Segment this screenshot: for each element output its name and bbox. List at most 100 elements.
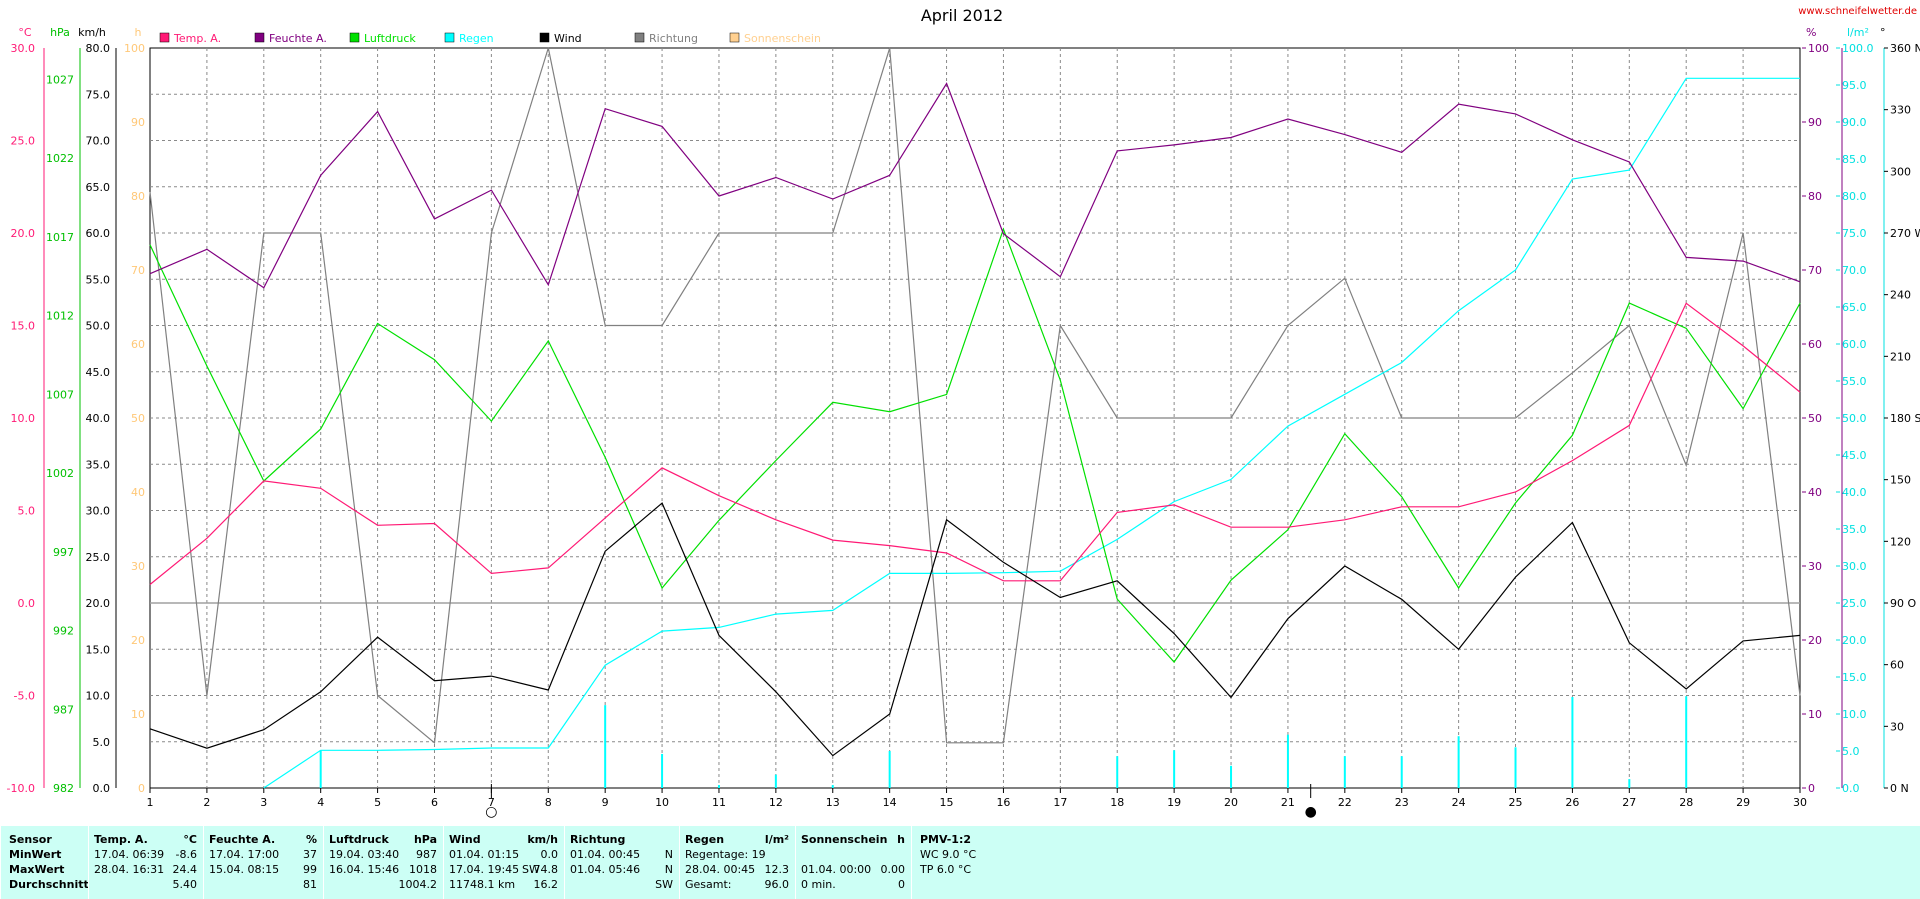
axis-tick-left: 35.0 <box>86 458 111 471</box>
legend-swatch <box>539 32 550 43</box>
axis-tick-left: 1007 <box>46 388 74 401</box>
chart-legend: Temp. A. Feuchte A. Luftdruck Regen Wind Rich… <box>159 32 821 45</box>
axis-tick-right: 65.0 <box>1842 301 1867 314</box>
axis-tick-left: 70.0 <box>86 135 111 148</box>
x-tick-label: 14 <box>883 796 897 809</box>
x-tick-label: 18 <box>1110 796 1124 809</box>
x-tick-label: 25 <box>1509 796 1523 809</box>
stats-row-avg: Durchschnitt <box>9 878 89 891</box>
axis-tick-left: 15.0 <box>86 643 111 656</box>
moon-symbol: ○ <box>485 804 497 820</box>
axis-tick-right: 100 <box>1808 42 1829 55</box>
axis-tick-right: 30 <box>1808 560 1822 573</box>
stats-richtung-max-val: N <box>664 863 673 876</box>
axis-tick-right: 80 <box>1808 190 1822 203</box>
axis-tick-left: 40 <box>131 486 145 499</box>
x-tick-label: 22 <box>1338 796 1352 809</box>
stats-wind-max-time: 17.04. 19:45 <box>449 863 520 876</box>
axis-tick-left: 1012 <box>46 310 74 323</box>
axis-tick-right: 10 <box>1808 708 1822 721</box>
stats-druck-header: Luftdruck <box>329 833 389 846</box>
axis-tick-right: 35.0 <box>1842 523 1867 536</box>
axis-tick-left: 80 <box>131 190 145 203</box>
stats-wind-min-val: 0.0 <box>540 848 559 861</box>
legend-label: Feuchte A. <box>269 32 327 45</box>
axis-tick-right: 60 <box>1890 659 1904 672</box>
axis-tick-right: 25.0 <box>1842 597 1867 610</box>
axis-tick-right: 150 <box>1890 474 1911 487</box>
series-line-regen <box>263 77 1800 789</box>
axis-tick-right: 90 <box>1808 116 1822 129</box>
axis-tick-left: 100 <box>124 42 145 55</box>
stats-feuchte-min-val: 37 <box>303 848 317 861</box>
legend-label: Richtung <box>649 32 698 45</box>
axis-tick-left: 0.0 <box>18 597 36 610</box>
x-tick-label: 4 <box>317 796 324 809</box>
axis-tick-right: 75.0 <box>1842 227 1867 240</box>
axis-tick-right: 10.0 <box>1842 708 1867 721</box>
stats-wind-avg: 16.2 <box>533 878 559 891</box>
stats-regen-max-val: 12.3 <box>764 863 790 876</box>
axis-tick-right: 0 N <box>1890 782 1909 795</box>
legend-swatch <box>254 32 265 43</box>
axis-unit-left: h <box>135 26 142 39</box>
axis-tick-left: 25.0 <box>86 551 111 564</box>
axis-tick-left: 0.0 <box>93 782 111 795</box>
plot-grid <box>150 48 1800 788</box>
x-tick-label: 1 <box>147 796 154 809</box>
axis-unit-left: km/h <box>78 26 106 39</box>
axis-unit-left: hPa <box>50 26 70 39</box>
moon-markers: ○ ● <box>485 784 1317 820</box>
x-tick-label: 5 <box>374 796 381 809</box>
stats-druck: Luftdruck hPa 19.04. 03:40 987 16.04. 15… <box>323 826 443 899</box>
axis-tick-left: 90 <box>131 116 145 129</box>
stats-sensor-header: Sensor <box>9 833 52 846</box>
axis-tick-right: 60.0 <box>1842 338 1867 351</box>
statistics-panel: Sensor MinWert MaxWert Durchschnitt Temp… <box>0 826 1920 899</box>
axis-tick-left: 30 <box>131 560 145 573</box>
legend-swatch <box>729 32 740 43</box>
axis-tick-left: 0 <box>138 782 145 795</box>
axis-tick-right: 50 <box>1808 412 1822 425</box>
daily-rain-bars <box>319 696 1688 788</box>
axis-tick-left: 45.0 <box>86 366 111 379</box>
legend-swatch <box>634 32 645 43</box>
axis-tick-left: 40.0 <box>86 412 111 425</box>
stats-feuchte: Feuchte A. % 17.04. 17:00 37 15.04. 08:1… <box>203 826 323 899</box>
axis-tick-left: 20.0 <box>11 227 36 240</box>
x-tick-label: 6 <box>431 796 438 809</box>
stats-druck-max-time: 16.04. 15:46 <box>329 863 400 876</box>
axis-tick-left: 1027 <box>46 73 74 86</box>
stats-sensor: Sensor MinWert MaxWert Durchschnitt <box>0 826 89 899</box>
axis-tick-right: 210 <box>1890 350 1911 363</box>
stats-regen-unit: l/m² <box>764 833 789 846</box>
legend-swatch <box>349 32 360 43</box>
stats-pmv-header: PMV-1:2 <box>920 833 971 846</box>
stats-row-min: MinWert <box>9 848 62 861</box>
axis-tick-right: 85.0 <box>1842 153 1867 166</box>
axis-tick-left: 997 <box>53 546 74 559</box>
stats-druck-max-val: 1018 <box>409 863 437 876</box>
stats-sonne-header: Sonnenschein <box>801 833 888 846</box>
stats-wind-distance: 11748.1 km <box>449 878 516 891</box>
legend-label: Wind <box>554 32 582 45</box>
axis-tick-left: 1022 <box>46 152 74 165</box>
stats-temp-unit: °C <box>183 833 197 846</box>
stats-row-max: MaxWert <box>9 863 65 876</box>
axis-tick-right: 0.0 <box>1842 782 1860 795</box>
x-tick-label: 10 <box>655 796 669 809</box>
series-line-richtung <box>149 47 1801 744</box>
axis-tick-left: 992 <box>53 625 74 638</box>
axis-tick-right: 0 <box>1808 782 1815 795</box>
axis-tick-left: 5.0 <box>18 505 36 518</box>
axis-tick-left: 10 <box>131 708 145 721</box>
axis-tick-left: -10.0 <box>7 782 35 795</box>
axis-tick-right: 30.0 <box>1842 560 1867 573</box>
stats-druck-min-time: 19.04. 03:40 <box>329 848 400 861</box>
stats-druck-unit: hPa <box>413 833 437 846</box>
axis-tick-left: 1017 <box>46 231 74 244</box>
stats-regen-max-time: 28.04. 00:45 <box>685 863 756 876</box>
x-tick-label: 15 <box>940 796 954 809</box>
legend-swatch <box>159 32 170 43</box>
axis-tick-right: 90.0 <box>1842 116 1867 129</box>
